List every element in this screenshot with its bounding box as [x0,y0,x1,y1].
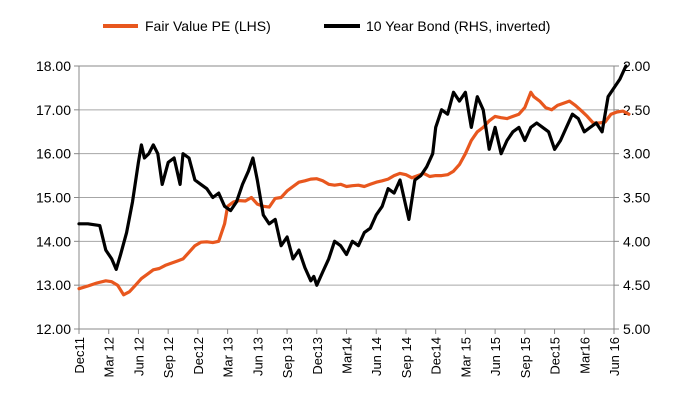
right-tick-label: 3.00 [623,146,650,162]
x-tick-label: Jun 12 [131,337,146,376]
left-tick-label: 13.00 [36,277,71,293]
left-tick-label: 16.00 [36,146,71,162]
x-tick-label: Jun 14 [369,337,384,376]
x-tick-label: Sep 15 [518,337,533,378]
right-tick-label: 4.50 [623,277,650,293]
left-tick-label: 17.00 [36,102,71,118]
x-tick-label: Dec12 [191,337,206,375]
left-tick-label: 18.00 [36,58,71,74]
legend-label-10-year-bond: 10 Year Bond (RHS, inverted) [366,18,550,34]
legend: Fair Value PE (LHS) 10 Year Bond (RHS, i… [103,18,550,34]
x-tick-label: Sep 13 [280,337,295,378]
x-tick-label: Jun 15 [488,337,503,376]
x-tick-label: Sep 12 [161,337,176,378]
x-tick-label: Dec11 [72,337,87,374]
legend-label-fair-value-pe: Fair Value PE (LHS) [145,18,271,34]
x-tick-label: Mar14 [340,337,355,374]
x-tick-label: Mar 15 [458,337,473,377]
right-y-axis: 2.00 2.50 3.00 3.50 4.00 4.50 5.00 [614,58,650,337]
right-tick-label: 2.00 [623,58,650,74]
series-line-10-year-bond [77,64,628,287]
right-tick-label: 5.00 [623,321,650,337]
x-tick-label: Mar 12 [102,337,117,377]
left-tick-label: 12.00 [36,321,71,337]
right-tick-label: 2.50 [623,102,650,118]
x-tick-label: Jun 13 [250,337,265,376]
x-tick-label: Mar 13 [221,337,236,377]
x-tick-label: Mar16 [577,337,592,374]
series-line-fair-value-pe [77,90,631,297]
x-tick-label: Dec14 [429,337,444,375]
series-group [77,64,631,297]
right-tick-label: 3.50 [623,190,650,206]
left-y-axis: 12.00 13.00 14.00 15.00 16.00 17.00 18.00 [36,58,79,337]
x-axis: Dec11 Mar 12 Jun 12 Sep 12 Dec12 Mar 13 Jun 13… [72,329,622,378]
gridlines [79,65,614,330]
x-tick-label: Dec15 [548,337,563,375]
x-tick-label: Sep 14 [399,337,414,378]
right-tick-label: 4.00 [623,233,650,249]
left-tick-label: 14.00 [36,233,71,249]
left-tick-label: 15.00 [36,190,71,206]
x-tick-label: Dec13 [310,337,325,375]
x-tick-label: Jun 16 [607,337,622,376]
